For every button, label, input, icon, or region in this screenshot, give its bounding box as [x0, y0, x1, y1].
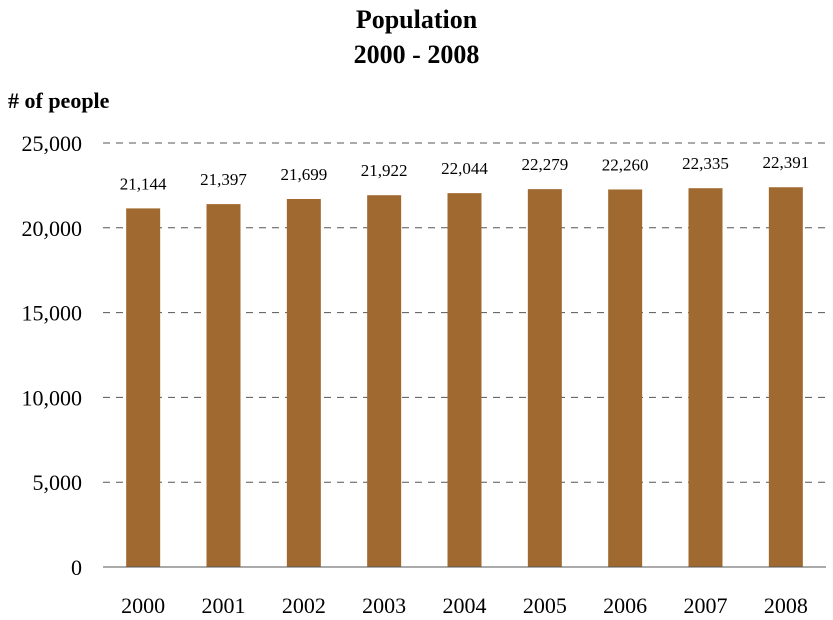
bar-2008	[768, 187, 803, 567]
y-tick-label: 5,000	[33, 470, 83, 495]
y-axis-title: # of people	[8, 88, 110, 113]
x-tick-label: 2004	[443, 593, 487, 618]
bar-2005	[527, 189, 562, 567]
bars	[126, 187, 803, 567]
x-tick-label: 2005	[523, 593, 567, 618]
bar-2007	[688, 188, 723, 567]
y-tick-label: 25,000	[22, 131, 83, 156]
bar-2004	[447, 193, 482, 567]
bar-2000	[126, 208, 161, 567]
data-label: 22,279	[521, 155, 568, 174]
x-tick-label: 2006	[603, 593, 647, 618]
bar-2001	[206, 204, 241, 567]
chart-subtitle: 2000 - 2008	[353, 40, 480, 69]
y-tick-label: 10,000	[22, 385, 83, 410]
labels: 0 5,000 10,000 15,000 20,000 25,000 21,144 2000…	[22, 131, 810, 618]
data-label: 22,335	[682, 154, 729, 173]
bar-2006	[608, 189, 643, 567]
y-tick-label: 15,000	[22, 301, 83, 326]
data-label: 21,922	[361, 161, 408, 180]
x-tick-label: 2003	[362, 593, 406, 618]
bar-2002	[286, 198, 321, 567]
data-label: 22,391	[762, 153, 809, 172]
chart-title: Population	[355, 5, 478, 34]
data-label: 22,260	[602, 155, 649, 174]
x-tick-label: 2001	[202, 593, 246, 618]
y-tick-label: 0	[71, 555, 82, 580]
y-tick-label: 20,000	[22, 216, 83, 241]
data-label: 21,699	[280, 165, 327, 184]
x-tick-label: 2002	[282, 593, 326, 618]
data-label: 21,144	[120, 174, 167, 193]
data-label: 22,044	[441, 159, 488, 178]
x-tick-label: 2000	[121, 593, 165, 618]
data-label: 21,397	[200, 170, 247, 189]
bar-2003	[367, 195, 402, 567]
x-tick-label: 2007	[684, 593, 728, 618]
x-tick-label: 2008	[764, 593, 808, 618]
